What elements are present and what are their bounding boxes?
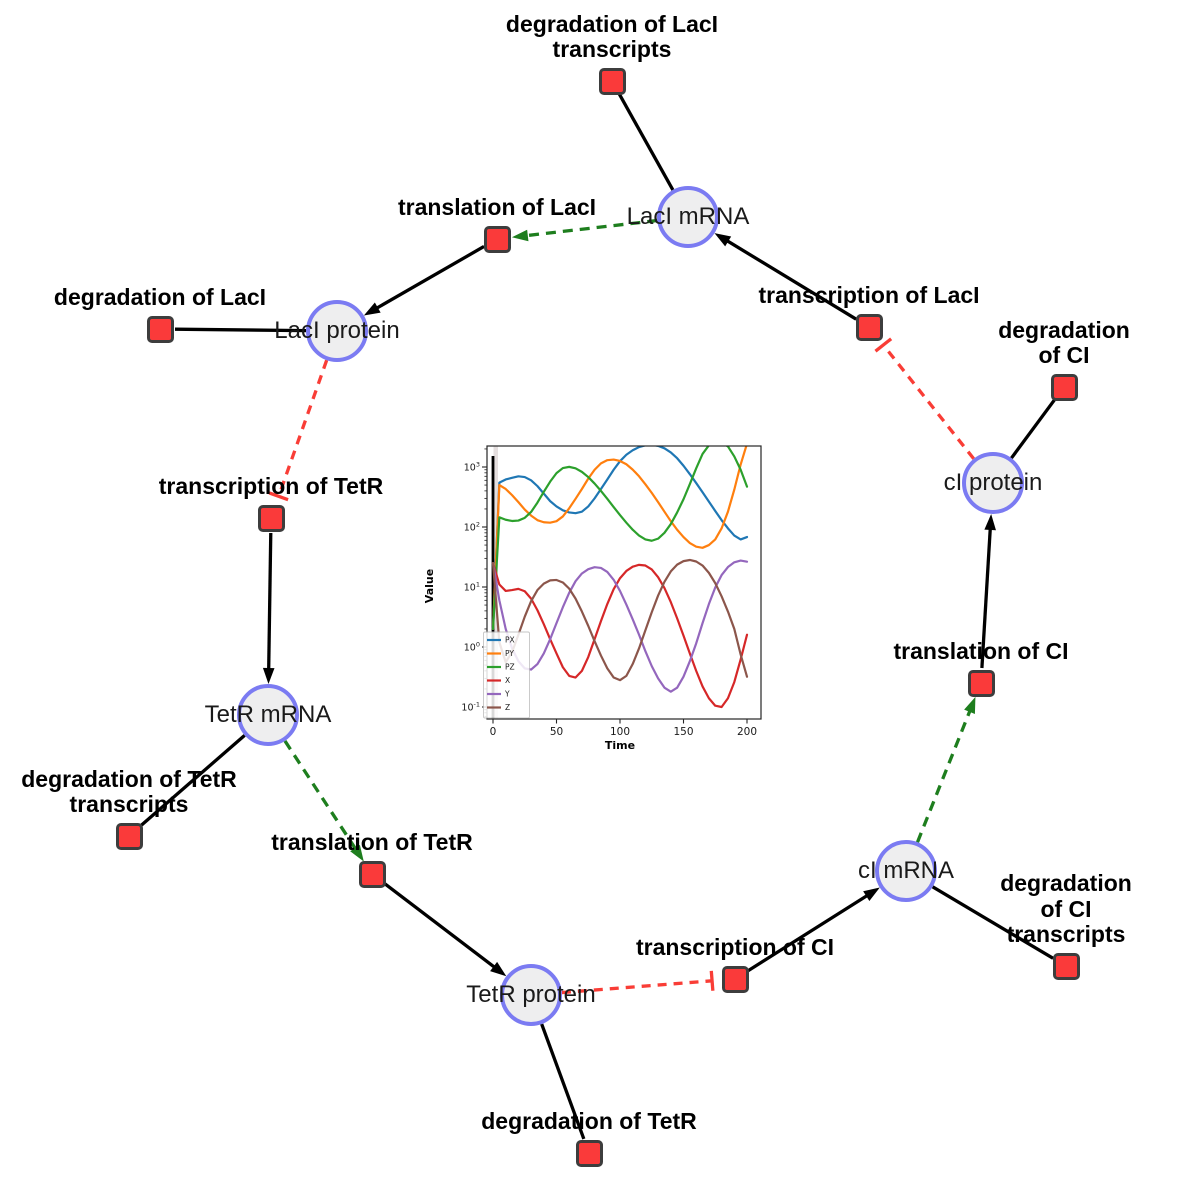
- y-tick-label: 101: [464, 581, 480, 594]
- axes-box: [486, 445, 762, 720]
- species-node-lacI_mRNA[interactable]: [657, 186, 719, 248]
- species-label-tetR_protein: TetR protein: [466, 981, 596, 1008]
- y-tick-label: 10-1: [461, 701, 480, 714]
- series-line-PZ: [491, 446, 749, 631]
- x-tick-label: 0: [490, 726, 497, 738]
- legend-entry: X: [505, 676, 510, 685]
- reaction-label-transl_cI: translation of CI: [893, 638, 1069, 665]
- edge-lacI_protein-deg_lacI[interactable]: [174, 327, 307, 333]
- edge-txn_tetR-tetR_mRNA[interactable]: [262, 532, 275, 685]
- reaction-label-txn_lacI: transcription of LacI: [758, 282, 980, 309]
- edge-tetR_protein-deg_tetR[interactable]: [540, 1023, 586, 1140]
- x-tick-label: 100: [610, 726, 630, 738]
- reaction-node-deg_cI[interactable]: [1050, 373, 1078, 401]
- legend-entry: Z: [505, 703, 510, 712]
- edge-tetR_protein-txn_cI[interactable]: [561, 970, 715, 995]
- reaction-label-deg_cI: degradation of CI: [998, 316, 1130, 369]
- y-axis-label: Value: [423, 569, 436, 603]
- series-line-X: [491, 562, 749, 709]
- reaction-node-deg_tetR_tx[interactable]: [115, 822, 143, 850]
- edge-lacI_mRNA-deg_lacI_tx[interactable]: [617, 93, 675, 191]
- reaction-label-txn_cI: transcription of CI: [635, 934, 835, 961]
- legend: PX PY PZ XYZ: [483, 631, 530, 719]
- y-tick-label: 100: [464, 641, 480, 654]
- reaction-label-deg_tetR_tx: degradation of TetR transcripts: [21, 765, 237, 818]
- reaction-node-deg_cI_tx[interactable]: [1052, 952, 1080, 980]
- legend-entry: PZ: [505, 663, 515, 672]
- series-group: [491, 446, 749, 709]
- edge-lacI_mRNA-transl_lacI[interactable]: [511, 218, 658, 242]
- timeseries-inset-chart: 0 50 100 150 20010-1100101102103TimeValuePXP…: [423, 445, 762, 752]
- edge-cI_mRNA-transl_cI[interactable]: [915, 696, 976, 843]
- species-node-tetR_mRNA[interactable]: [237, 684, 299, 746]
- species-label-tetR_mRNA: TetR mRNA: [204, 701, 332, 728]
- reaction-label-transl_tetR: translation of TetR: [271, 829, 473, 856]
- series-line-Y: [491, 559, 749, 693]
- reaction-node-txn_tetR[interactable]: [257, 504, 285, 532]
- reaction-label-transl_lacI: translation of LacI: [397, 194, 597, 221]
- series-line-Z: [491, 558, 749, 682]
- x-tick-label: 50: [550, 726, 563, 738]
- edge-lacI_protein-txn_tetR[interactable]: [268, 359, 329, 502]
- edge-txn_lacI-lacI_mRNA[interactable]: [714, 233, 858, 321]
- species-label-lacI_protein: LacI protein: [274, 317, 400, 344]
- legend-entry: Y: [504, 690, 510, 699]
- x-tick-label: 150: [673, 726, 693, 738]
- species-node-tetR_protein[interactable]: [500, 964, 562, 1026]
- edge-cI_protein-txn_lacI[interactable]: [874, 337, 976, 460]
- reaction-node-transl_cI[interactable]: [967, 669, 995, 697]
- edge-transl_tetR-tetR_protein[interactable]: [382, 881, 507, 977]
- edge-cI_mRNA-deg_cI_tx[interactable]: [931, 885, 1054, 960]
- edge-tetR_mRNA-transl_tetR[interactable]: [283, 740, 364, 862]
- species-node-cI_protein[interactable]: [962, 452, 1024, 514]
- edge-txn_cI-cI_mRNA[interactable]: [746, 887, 880, 973]
- legend-entry: PX: [505, 636, 515, 645]
- reaction-node-deg_lacI[interactable]: [146, 315, 174, 343]
- x-axis-label: Time: [605, 739, 635, 752]
- edge-tetR_mRNA-deg_tetR_tx[interactable]: [139, 734, 246, 828]
- reaction-label-deg_lacI: degradation of LacI: [53, 284, 267, 311]
- reaction-node-transl_tetR[interactable]: [358, 860, 386, 888]
- edge-transl_cI-cI_protein[interactable]: [980, 513, 996, 669]
- y-tick-label: 102: [464, 521, 480, 534]
- reaction-label-deg_cI_tx: degradation of CI transcripts: [1000, 869, 1132, 948]
- edge-transl_lacI-lacI_protein[interactable]: [363, 245, 485, 316]
- x-tick-label: 200: [737, 726, 757, 738]
- y-tick-label: 103: [464, 461, 480, 474]
- species-node-lacI_protein[interactable]: [306, 300, 368, 362]
- reaction-label-txn_tetR: transcription of TetR: [158, 473, 384, 500]
- edge-cI_protein-deg_cI[interactable]: [1010, 398, 1057, 460]
- series-line-PY: [491, 446, 748, 631]
- species-label-lacI_mRNA: LacI mRNA: [626, 203, 750, 230]
- legend-entry: PY: [505, 649, 514, 658]
- reaction-label-deg_lacI_tx: degradation of LacI transcripts: [505, 10, 719, 63]
- reaction-node-transl_lacI[interactable]: [483, 225, 511, 253]
- reaction-node-deg_tetR[interactable]: [575, 1139, 603, 1167]
- reaction-node-txn_cI[interactable]: [721, 965, 749, 993]
- reaction-node-deg_lacI_tx[interactable]: [598, 67, 626, 95]
- species-label-cI_protein: cI protein: [943, 469, 1043, 496]
- species-node-cI_mRNA[interactable]: [875, 840, 937, 902]
- reaction-node-txn_lacI[interactable]: [855, 313, 883, 341]
- species-label-cI_mRNA: cI mRNA: [858, 857, 954, 884]
- reaction-label-deg_tetR: degradation of TetR: [481, 1108, 697, 1135]
